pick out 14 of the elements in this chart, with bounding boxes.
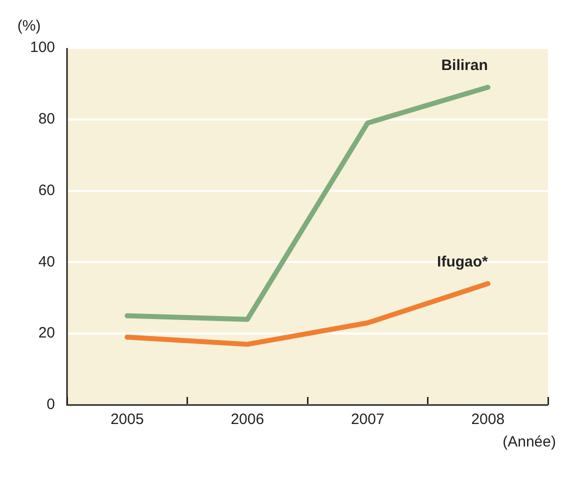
series-label: Ifugao* xyxy=(437,253,488,270)
y-tick-label: 0 xyxy=(46,396,56,414)
x-tick-label: 2006 xyxy=(230,411,264,428)
y-tick-label: 80 xyxy=(38,110,56,128)
y-axis-title: (%) xyxy=(17,18,41,35)
y-tick-label: 60 xyxy=(38,182,56,199)
x-axis-title: (Année) xyxy=(502,434,556,451)
y-tick-label: 100 xyxy=(30,39,56,56)
x-tick-label: 2005 xyxy=(110,411,144,428)
x-tick-label: 2008 xyxy=(471,411,505,428)
series-label: Biliran xyxy=(441,56,488,74)
y-tick-label: 40 xyxy=(38,253,56,270)
y-tick-label: 20 xyxy=(38,324,56,342)
x-tick-label: 2007 xyxy=(350,411,384,428)
